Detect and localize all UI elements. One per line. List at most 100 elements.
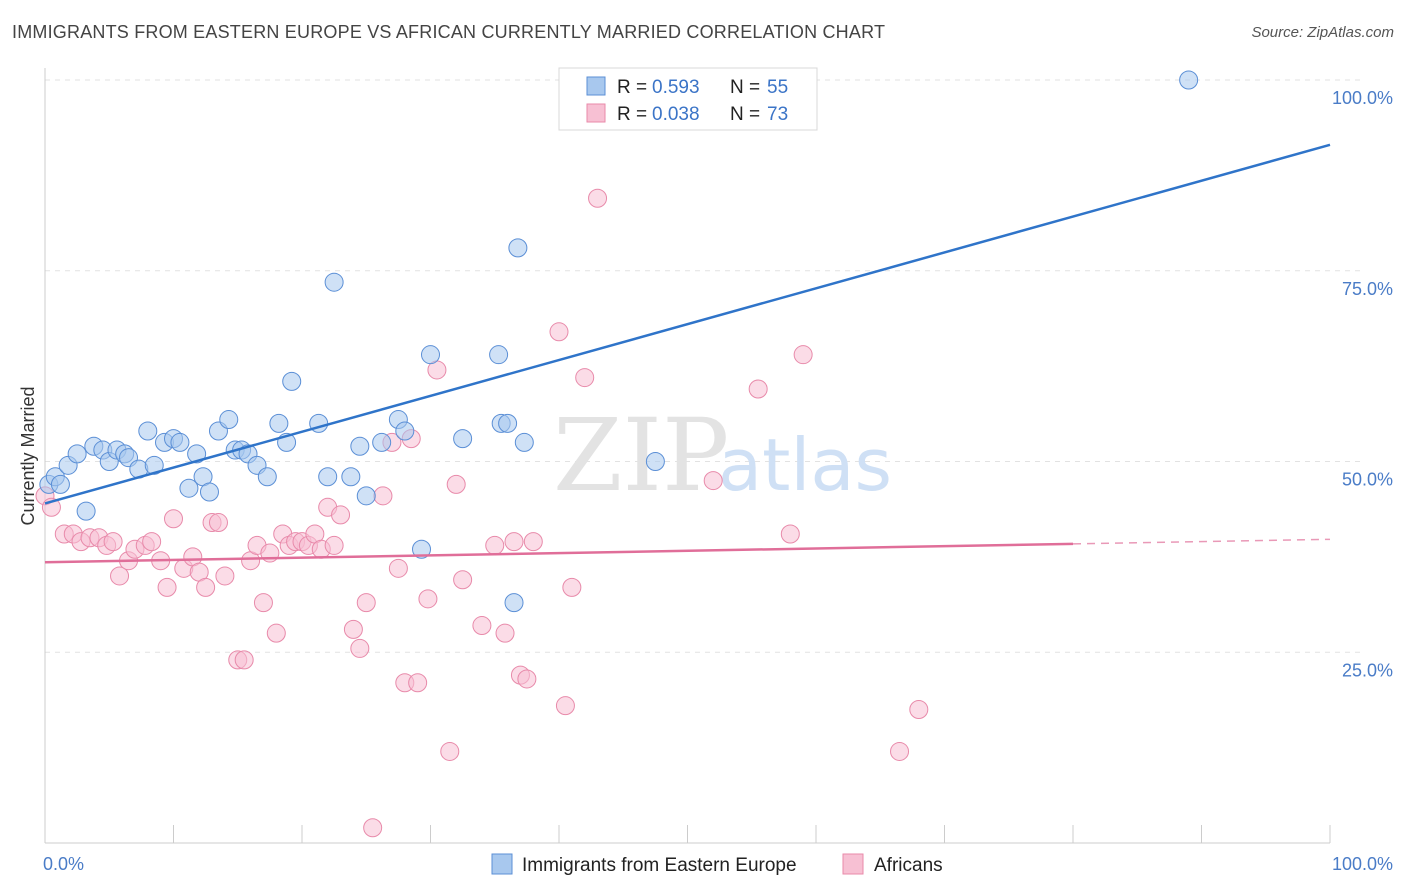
data-point [363, 818, 383, 838]
data-point [446, 474, 466, 494]
data-point [253, 593, 273, 613]
trend-line-eastern-europe [44, 143, 1331, 505]
chart-title: IMMIGRANTS FROM EASTERN EUROPE VS AFRICA… [12, 22, 886, 42]
data-point [504, 593, 524, 613]
data-point [395, 421, 415, 441]
data-point [514, 432, 534, 452]
watermark: ZIP atlas [553, 397, 892, 514]
data-point [341, 467, 361, 487]
data-point [495, 623, 515, 643]
watermark-atlas: atlas [718, 423, 892, 507]
series-legend: Immigrants from Eastern Europe Africans [491, 853, 943, 876]
data-point [373, 486, 393, 506]
data-point [266, 623, 286, 643]
data-point [575, 368, 595, 388]
data-point [324, 272, 344, 292]
data-point [144, 455, 164, 475]
legend-swatch-pink [586, 103, 606, 123]
data-point [179, 478, 199, 498]
legend-swatch-blue [586, 76, 606, 96]
data-point [356, 593, 376, 613]
data-point [909, 699, 929, 719]
data-point [187, 444, 207, 464]
data-point [67, 444, 87, 464]
data-point [472, 616, 492, 636]
legend-n-label-blue: N = [730, 77, 760, 98]
y-tick-label: 100.0% [1332, 88, 1393, 108]
trend-line-africans-extension [1072, 538, 1331, 545]
data-point [215, 566, 235, 586]
data-point [331, 505, 351, 525]
trend-lines [44, 143, 1331, 564]
y-tick-label: 75.0% [1342, 279, 1393, 299]
data-point [645, 452, 665, 471]
watermark-zip: ZIP [553, 397, 729, 514]
data-point [508, 238, 528, 258]
data-point [703, 471, 723, 491]
data-point [234, 650, 254, 670]
axes [44, 68, 1331, 844]
data-point [562, 577, 582, 597]
data-point [793, 345, 813, 365]
data-point [324, 535, 344, 555]
data-point [453, 570, 473, 590]
data-point [372, 432, 392, 452]
data-point [138, 421, 158, 441]
data-point [523, 532, 543, 552]
data-point [110, 566, 130, 586]
data-point [170, 432, 190, 452]
data-point [388, 558, 408, 578]
series-eastern-europe-points [39, 70, 1199, 613]
data-point [103, 532, 123, 552]
legend-r-value-blue: 0.593 [652, 77, 700, 98]
chart-source: Source: ZipAtlas.com [1251, 24, 1394, 41]
data-point [219, 410, 239, 430]
data-point [199, 482, 219, 502]
legend-r-label-blue: R = [617, 77, 647, 98]
data-point [504, 532, 524, 552]
trend-line-africans [44, 542, 1074, 564]
data-point [517, 669, 537, 689]
data-point [489, 345, 509, 365]
data-point [257, 467, 277, 487]
data-point [418, 589, 438, 609]
legend-r-label-pink: R = [617, 104, 647, 125]
series-legend-label-blue: Immigrants from Eastern Europe [522, 855, 797, 876]
data-point [549, 322, 569, 342]
data-point [343, 619, 363, 639]
data-point [588, 188, 608, 208]
data-point [498, 413, 518, 433]
data-point [890, 741, 910, 761]
data-point [485, 535, 505, 555]
data-point [208, 513, 228, 533]
data-point [282, 371, 302, 391]
data-point [50, 474, 70, 494]
data-point [350, 638, 370, 658]
data-point [1179, 70, 1199, 90]
y-tick-label: 50.0% [1342, 470, 1393, 490]
data-point [157, 577, 177, 597]
y-axis-label: Currently Married [18, 386, 38, 525]
data-point [408, 673, 428, 693]
data-point [412, 539, 432, 559]
data-point [453, 429, 473, 449]
data-point [196, 577, 216, 597]
series-legend-swatch-blue [491, 853, 513, 875]
data-point [780, 524, 800, 544]
data-point [440, 741, 460, 761]
legend-n-value-pink: 73 [767, 104, 788, 125]
data-point [318, 467, 338, 487]
x-tick-label: 100.0% [1332, 854, 1393, 874]
data-point [76, 501, 96, 521]
series-africans-points [35, 188, 929, 838]
series-legend-label-pink: Africans [874, 855, 943, 876]
y-tick-labels: 25.0% 50.0% 75.0% 100.0% [1332, 88, 1393, 680]
data-point [164, 509, 183, 529]
series-legend-swatch-pink [842, 853, 864, 875]
x-tick-label: 0.0% [43, 854, 84, 874]
data-point [142, 532, 162, 552]
x-tick-labels: 0.0% 100.0% [43, 854, 1393, 874]
data-point [350, 436, 370, 456]
legend-n-label-pink: N = [730, 104, 760, 125]
